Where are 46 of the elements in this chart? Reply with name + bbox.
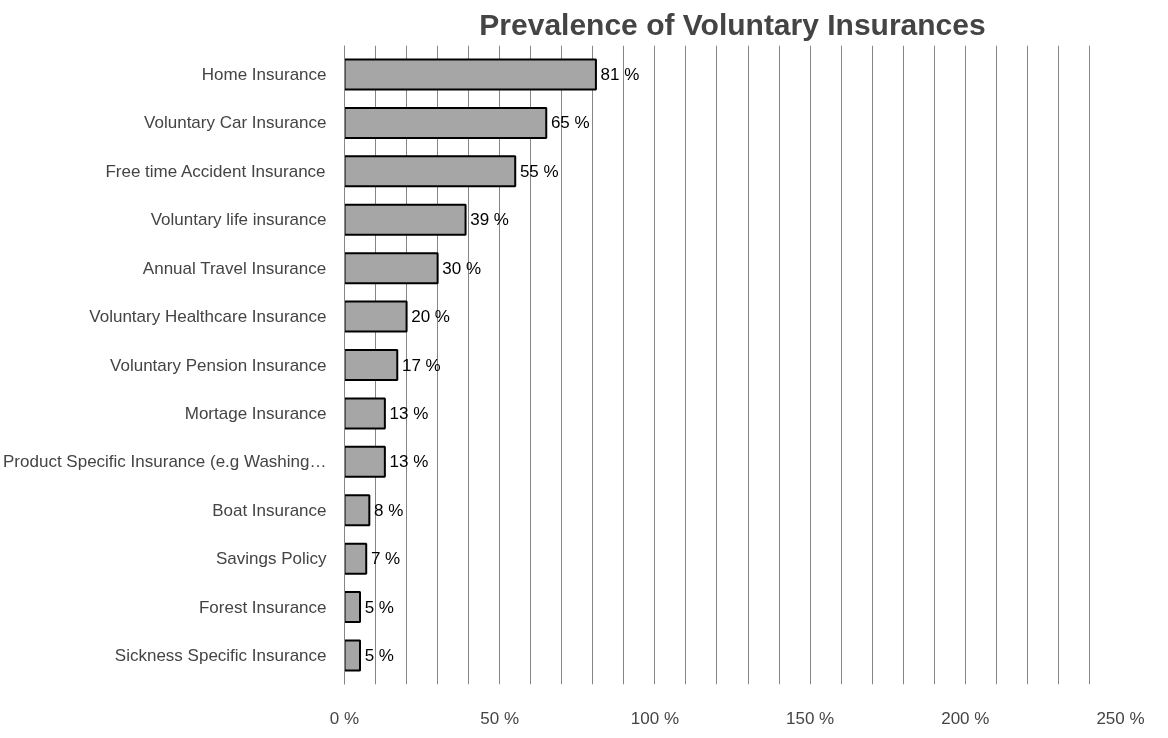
bar bbox=[344, 252, 439, 285]
data-label: 5 % bbox=[364, 645, 394, 665]
data-label: 7 % bbox=[370, 549, 401, 569]
bar bbox=[344, 639, 362, 672]
data-label: 30 % bbox=[442, 258, 482, 278]
y-tick-label: Voluntary Car Insurance bbox=[144, 113, 327, 133]
bar bbox=[344, 591, 362, 624]
y-tick-label: Voluntary Healthcare Insurance bbox=[89, 307, 327, 327]
y-tick-label: Voluntary life insurance bbox=[150, 210, 327, 230]
y-tick-label: Home Insurance bbox=[201, 65, 327, 85]
bar bbox=[344, 58, 597, 91]
y-tick-label: Mortage Insurance bbox=[184, 403, 327, 423]
data-label: 8 % bbox=[373, 500, 404, 520]
bar bbox=[344, 348, 399, 382]
x-tick-label: 0 % bbox=[329, 708, 360, 728]
y-tick-label: Boat Insurance bbox=[212, 500, 327, 520]
data-label: 13 % bbox=[389, 452, 429, 472]
y-tick-label: Sickness Specific Insurance bbox=[114, 645, 327, 665]
x-tick-label: 150 % bbox=[786, 708, 835, 728]
bar bbox=[344, 397, 386, 430]
x-tick-label: 100 % bbox=[630, 708, 679, 728]
data-label: 55 % bbox=[519, 161, 559, 181]
bar bbox=[344, 203, 467, 236]
bar bbox=[344, 494, 371, 527]
bar bbox=[344, 155, 517, 188]
chart-title: Prevalence of Voluntary Insurances bbox=[479, 7, 986, 41]
data-label: 17 % bbox=[401, 355, 441, 375]
bar bbox=[344, 300, 408, 333]
bar bbox=[344, 106, 548, 139]
x-tick-label: 200 % bbox=[941, 708, 990, 728]
y-tick-label: Product Specific Insurance (e.g Washing… bbox=[3, 452, 327, 472]
y-tick-label: Free time Accident Insurance bbox=[105, 161, 326, 181]
bar bbox=[344, 542, 368, 575]
data-label: 13 % bbox=[389, 403, 429, 423]
data-label: 20 % bbox=[411, 307, 450, 327]
data-label: 39 % bbox=[470, 210, 509, 230]
x-tick-label: 50 % bbox=[480, 708, 520, 728]
x-tick-label: 250 % bbox=[1096, 708, 1145, 728]
y-tick-label: Annual Travel Insurance bbox=[142, 258, 327, 278]
data-label: 65 % bbox=[550, 113, 590, 133]
data-label: 81 % bbox=[600, 65, 640, 85]
y-tick-label: Forest Insurance bbox=[198, 597, 327, 617]
bar bbox=[344, 445, 386, 478]
data-label: 5 % bbox=[364, 597, 394, 617]
y-tick-label: Savings Policy bbox=[215, 549, 327, 569]
y-tick-label: Voluntary Pension Insurance bbox=[110, 355, 327, 375]
